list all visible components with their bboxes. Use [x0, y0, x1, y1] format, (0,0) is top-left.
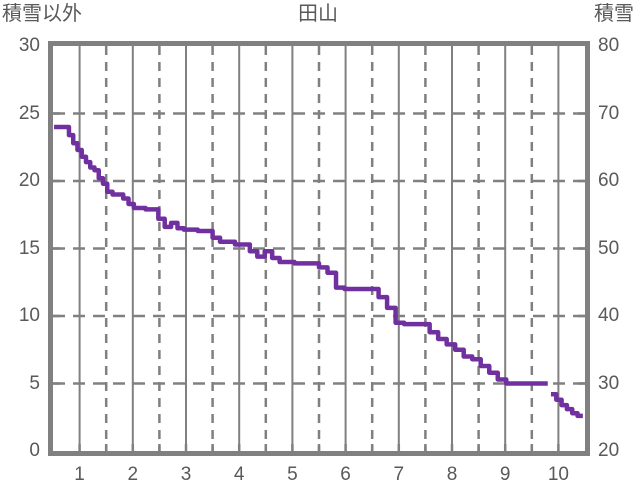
y-axis-right-tick-label: 30 — [598, 372, 620, 394]
plot-area — [48, 41, 590, 456]
y-axis-right-tick-label: 60 — [598, 170, 620, 191]
x-axis-tick-label: 2 — [127, 464, 139, 485]
y-axis-right-tick-label: 80 — [598, 35, 620, 56]
right-axis-title: 積雪 — [594, 3, 634, 25]
horizontal-gridlines — [53, 112, 585, 385]
x-axis-tick-label: 3 — [180, 464, 192, 485]
x-axis-tick-label: 5 — [287, 464, 298, 485]
plot-frame — [48, 41, 590, 456]
x-axis-tick-label: 9 — [499, 464, 511, 485]
y-axis-left-tick-label: 15 — [18, 237, 40, 259]
x-axis-tick-label: 6 — [340, 464, 351, 485]
y-axis-right-tick-label: 20 — [598, 440, 620, 461]
y-axis-right-tick-label: 50 — [598, 237, 620, 259]
x-axis-tick-label: 7 — [393, 464, 405, 485]
x-axis-tick-label: 1 — [74, 464, 85, 485]
x-axis-tick-label: 10 — [547, 464, 569, 485]
left-axis-title: 積雪以外 — [2, 3, 82, 25]
y-axis-left-tick-label: 10 — [18, 305, 40, 326]
y-axis-left-tick-label: 25 — [18, 102, 40, 124]
chart-title: 田山 — [298, 3, 338, 25]
y-axis-left-tick-label: 30 — [18, 35, 40, 56]
y-axis-right-tick-label: 70 — [598, 102, 620, 124]
y-axis-right-tick-label: 40 — [598, 305, 620, 326]
y-axis-left-tick-label: 0 — [29, 440, 40, 461]
y-axis-left-tick-label: 20 — [18, 170, 40, 191]
x-axis-tick-label: 8 — [446, 464, 458, 485]
x-axis-tick-label: 4 — [233, 464, 245, 485]
plot-svg — [48, 41, 590, 456]
data-series-line — [54, 124, 583, 419]
axis-tick-marks — [53, 112, 585, 451]
y-axis-left-tick-label: 5 — [29, 372, 40, 394]
